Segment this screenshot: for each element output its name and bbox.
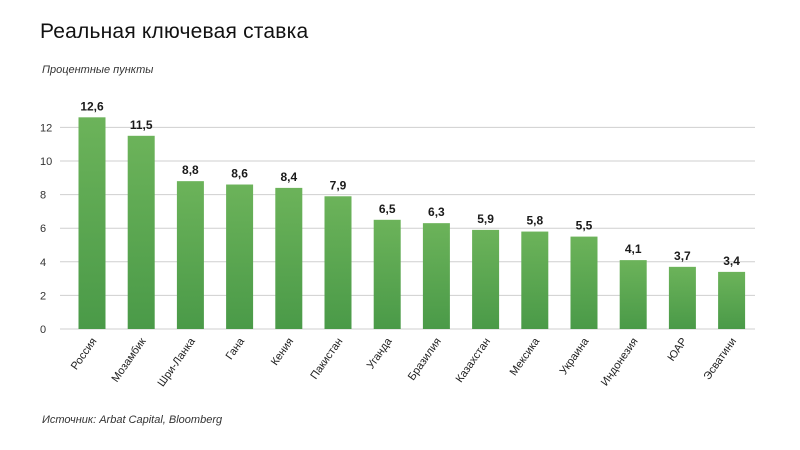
y-tick-label: 8 [40, 190, 46, 202]
source-note: Источник: Arbat Capital, Bloomberg [42, 414, 223, 426]
y-axis-ticks: 0 2 4 6 8 10 12 [40, 122, 52, 336]
bar [422, 223, 450, 329]
category-label: Уганда [365, 335, 395, 371]
value-label: 3,7 [674, 249, 691, 263]
category-label: Кения [269, 336, 296, 368]
category-label: ЮАР [665, 336, 689, 364]
category-label: Индонезия [599, 336, 641, 388]
bar [619, 260, 647, 329]
y-tick-label: 2 [40, 290, 46, 302]
chart-title: Реальная ключевая ставка [40, 20, 309, 43]
bar [718, 271, 746, 329]
bar [521, 231, 549, 329]
category-label: Гана [224, 335, 248, 362]
bar [78, 117, 106, 329]
value-label: 4,1 [625, 242, 642, 256]
category-label: Казахстан [454, 336, 493, 385]
value-label: 8,8 [182, 163, 199, 177]
y-tick-label: 6 [40, 223, 46, 235]
value-label: 7,9 [330, 178, 347, 192]
y-tick-label: 12 [40, 122, 52, 134]
value-label: 3,4 [723, 254, 740, 268]
bar [127, 135, 155, 329]
category-label: Украина [558, 335, 592, 377]
bar [668, 266, 696, 329]
y-tick-label: 4 [40, 257, 46, 269]
category-label: Мозамбик [109, 336, 148, 385]
chart-subtitle: Процентные пункты [42, 64, 154, 76]
bar [570, 236, 598, 329]
bar [472, 229, 500, 329]
gridlines [60, 126, 755, 330]
value-label: 6,5 [379, 202, 396, 216]
category-label: Бразилия [406, 336, 444, 383]
value-label: 5,8 [526, 214, 543, 228]
bar [226, 184, 254, 329]
value-labels: 12,6 11,5 8,8 8,6 8,4 7,9 6,5 6,3 5,9 5,8 5,5 4,1 3,… [80, 99, 740, 268]
value-label: 5,9 [477, 212, 494, 226]
bar [373, 219, 401, 329]
category-label: Эсватини [701, 336, 739, 383]
category-label: Шри-Ланка [156, 335, 199, 389]
bar [176, 181, 204, 329]
value-label: 8,6 [231, 167, 248, 181]
category-label: Мексика [508, 335, 543, 378]
y-tick-label: 0 [40, 324, 46, 336]
value-label: 12,6 [80, 99, 104, 113]
category-label: Россия [69, 336, 100, 372]
bars [78, 117, 746, 329]
y-tick-label: 10 [40, 156, 52, 168]
bar [324, 196, 352, 329]
value-label: 8,4 [280, 170, 297, 184]
value-label: 6,3 [428, 205, 445, 219]
bar [275, 187, 303, 329]
value-label: 5,5 [576, 219, 593, 233]
category-label: Пакистан [308, 336, 345, 382]
category-labels: Россия Мозамбик Шри-Ланка Гана Кения Пакистан… [69, 335, 739, 389]
value-label: 11,5 [130, 118, 153, 132]
